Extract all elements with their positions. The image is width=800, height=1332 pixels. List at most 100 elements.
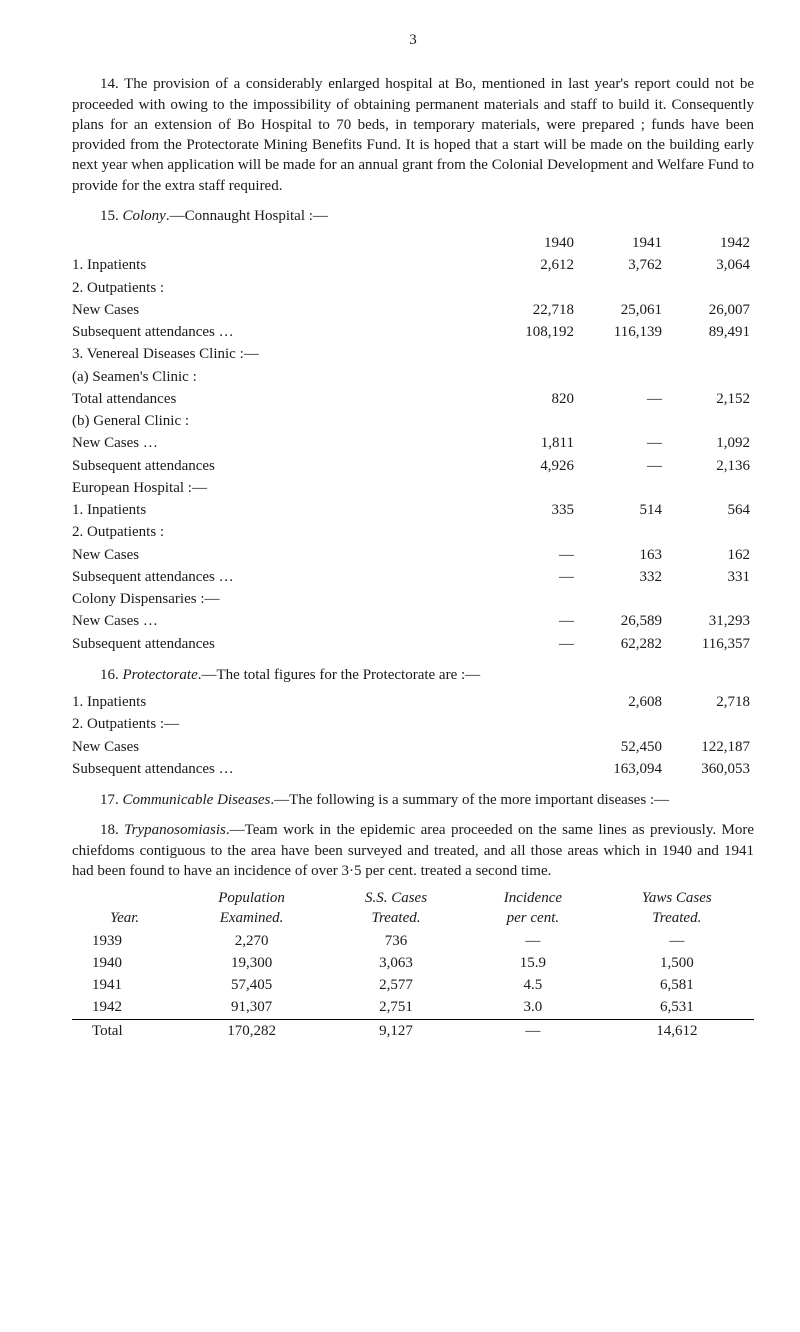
sect16-num: 16. [100,667,123,683]
colony-table: 1940 1941 1942 1. Inpatients 2,612 3,762… [72,232,754,655]
cell: Total [72,1019,177,1042]
v: — [578,432,666,454]
cell: — [466,1019,599,1042]
row-total-att: Total attendances 820 — 2,152 [72,388,754,410]
section-17: 17. Communicable Diseases.—The following… [72,790,754,810]
v: 163,094 [578,758,666,780]
lbl: 1. Inpatients [72,691,578,713]
trypanosomiasis-table: Year. PopulationExamined. S.S. CasesTrea… [72,887,754,1042]
col-1940: 1940 [490,232,578,254]
v: 162 [666,544,754,566]
v: 116,357 [666,633,754,655]
cell: 15.9 [466,952,599,974]
cell: 19,300 [177,952,326,974]
row-outpatients-head: 2. Outpatients : [72,277,754,299]
sect17-num: 17. [100,792,123,808]
row-sub-att: Subsequent attendances … 108,192 116,139… [72,321,754,343]
sect17-rest: .—The following is a summary of the more… [270,792,669,808]
tryp-header: Year. PopulationExamined. S.S. CasesTrea… [72,887,754,930]
section-16-heading: 16. Protectorate.—The total figures for … [72,665,754,685]
lbl: New Cases … [72,610,490,632]
v: 4,926 [490,455,578,477]
v: 2,718 [666,691,754,713]
v: 332 [578,566,666,588]
v: 3,064 [666,254,754,276]
cell: 1941 [72,974,177,996]
sect16-italic: Protectorate [123,667,198,683]
v: 2,136 [666,455,754,477]
lbl: 3. Venereal Diseases Clinic :— [72,343,490,365]
cell: — [600,930,754,952]
lbl: 2. Outpatients :— [72,713,578,735]
year-header-row: 1940 1941 1942 [72,232,754,254]
row-gen-sub: Subsequent attendances 4,926 — 2,136 [72,455,754,477]
sect15-italic: Colony [123,208,166,224]
lbl: New Cases [72,299,490,321]
row-disp-head: Colony Dispensaries :— [72,588,754,610]
cell: 2,270 [177,930,326,952]
tryp-row: 1941 57,405 2,577 4.5 6,581 [72,974,754,996]
cell: 6,581 [600,974,754,996]
cell: 1939 [72,930,177,952]
lbl: New Cases [72,544,490,566]
row-euro-in: 1. Inpatients 335 514 564 [72,499,754,521]
lbl: 1. Inpatients [72,254,490,276]
v: 25,061 [578,299,666,321]
h-inc: Incidenceper cent. [466,887,599,930]
row-new-cases: New Cases 22,718 25,061 26,007 [72,299,754,321]
v: — [578,455,666,477]
section-15-heading: 15. Colony.—Connaught Hospital :— [72,206,754,226]
cell: 2,577 [326,974,466,996]
lbl: 2. Outpatients : [72,521,490,543]
row-euro-head: European Hospital :— [72,477,754,499]
row-disp-sub: Subsequent attendances — 62,282 116,357 [72,633,754,655]
v: — [490,610,578,632]
v: 31,293 [666,610,754,632]
v: 335 [490,499,578,521]
lbl: 1. Inpatients [72,499,490,521]
v: 52,450 [578,736,666,758]
cell: 14,612 [600,1019,754,1042]
row-euro-sub: Subsequent attendances … — 332 331 [72,566,754,588]
v: 2,608 [578,691,666,713]
row-euro-new: New Cases — 163 162 [72,544,754,566]
row-general-head: (b) General Clinic : [72,410,754,432]
lbl: Colony Dispensaries :— [72,588,490,610]
lbl: New Cases … [72,432,490,454]
lbl: Subsequent attendances [72,633,490,655]
row-euro-out-head: 2. Outpatients : [72,521,754,543]
sect17-italic: Communicable Diseases [123,792,271,808]
paragraph-14: 14. The provision of a considerably enla… [72,74,754,196]
lbl: (b) General Clinic : [72,410,490,432]
row-prot-sub: Subsequent attendances … 163,094 360,053 [72,758,754,780]
row-prot-new: New Cases 52,450 122,187 [72,736,754,758]
v: 26,007 [666,299,754,321]
sect18-italic: Trypanosomiasis [124,822,226,838]
page-number: 3 [72,30,754,50]
row-venereal-head: 3. Venereal Diseases Clinic :— [72,343,754,365]
tryp-row: 1940 19,300 3,063 15.9 1,500 [72,952,754,974]
v: 1,811 [490,432,578,454]
v: 1,092 [666,432,754,454]
v: 163 [578,544,666,566]
protectorate-table: 1. Inpatients 2,608 2,718 2. Outpatients… [72,691,754,780]
col-1941: 1941 [578,232,666,254]
col-1942: 1942 [666,232,754,254]
cell: 4.5 [466,974,599,996]
cell: 736 [326,930,466,952]
v: 26,589 [578,610,666,632]
cell: 6,531 [600,996,754,1019]
sect18-num: 18. [100,822,124,838]
v: — [490,566,578,588]
cell: 1940 [72,952,177,974]
lbl: (a) Seamen's Clinic : [72,366,490,388]
lbl: Subsequent attendances [72,455,490,477]
v: — [578,388,666,410]
lbl: Subsequent attendances … [72,758,578,780]
h-ss: S.S. CasesTreated. [326,887,466,930]
sect15-rest: .—Connaught Hospital :— [166,208,328,224]
v: 820 [490,388,578,410]
cell: 3,063 [326,952,466,974]
v: 3,762 [578,254,666,276]
v: 122,187 [666,736,754,758]
